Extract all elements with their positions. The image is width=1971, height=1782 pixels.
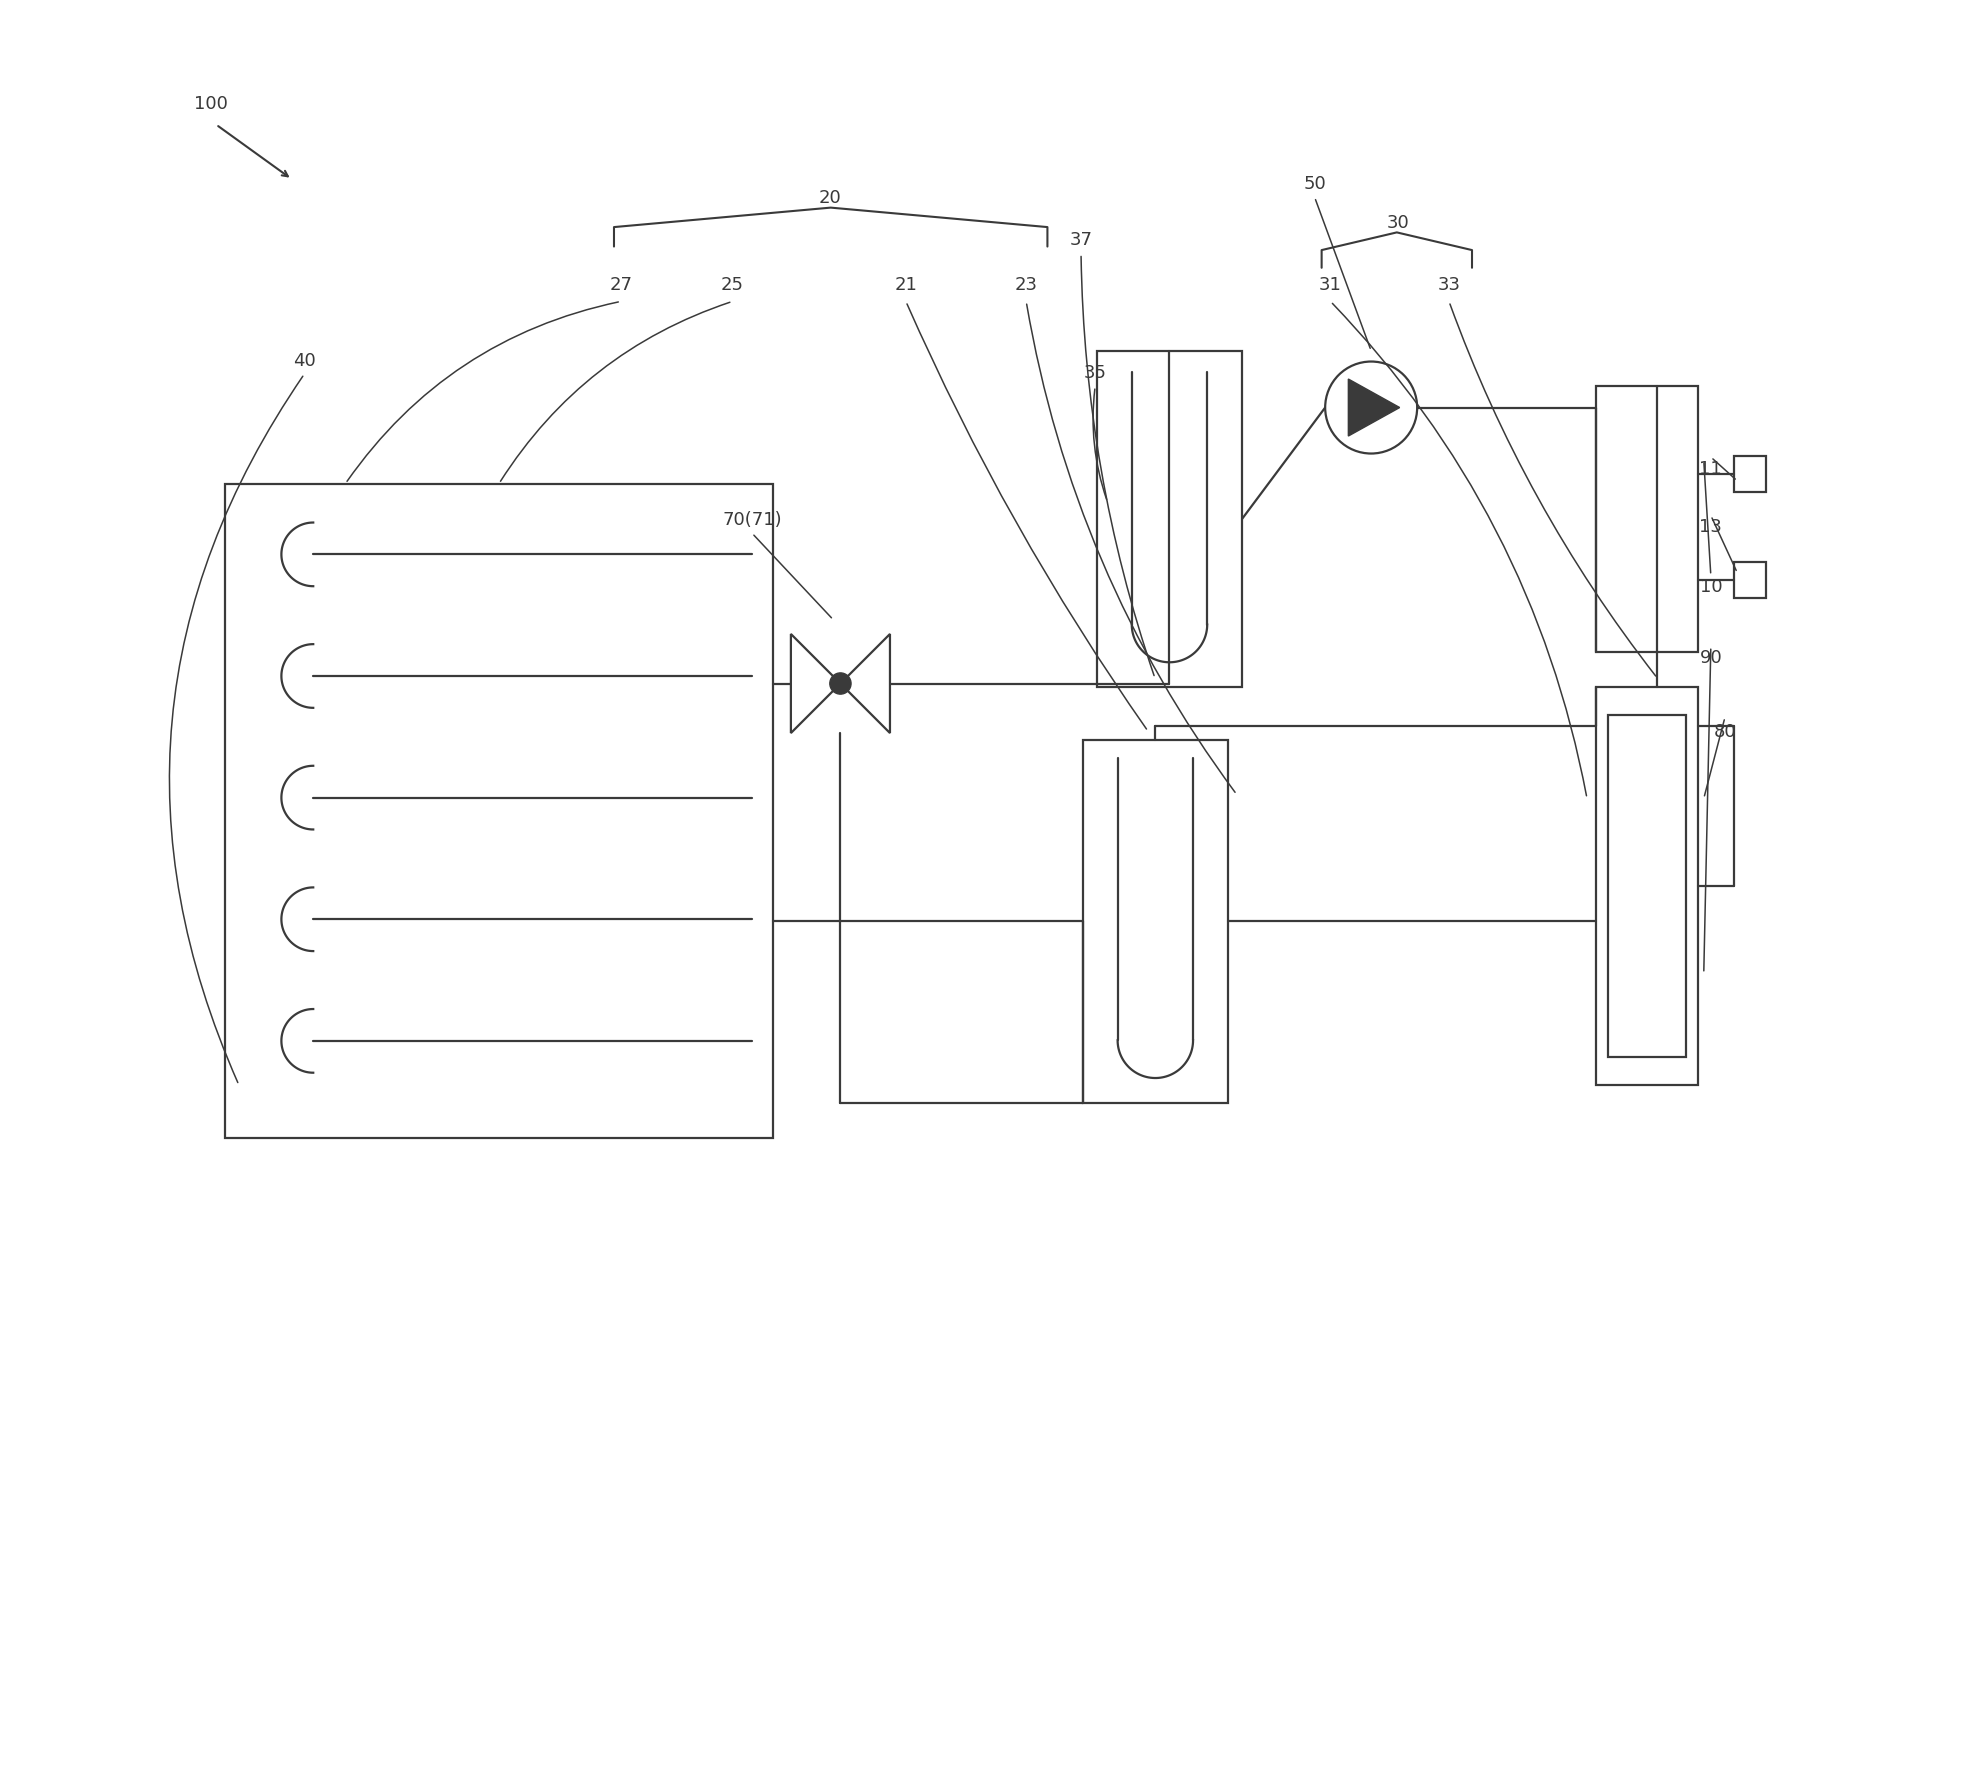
Bar bbox=[1597, 688, 1699, 1085]
Bar bbox=[1082, 741, 1228, 1103]
Text: 13: 13 bbox=[1699, 519, 1723, 536]
Polygon shape bbox=[790, 634, 840, 734]
Text: 33: 33 bbox=[1437, 276, 1461, 294]
Text: 37: 37 bbox=[1070, 232, 1092, 249]
Text: 50: 50 bbox=[1303, 175, 1326, 192]
Circle shape bbox=[830, 674, 851, 695]
Text: 10: 10 bbox=[1699, 577, 1723, 595]
Text: 70(71): 70(71) bbox=[721, 511, 782, 529]
Text: 31: 31 bbox=[1319, 276, 1342, 294]
Text: 25: 25 bbox=[721, 276, 743, 294]
Polygon shape bbox=[840, 634, 891, 734]
Text: 35: 35 bbox=[1084, 364, 1106, 381]
Text: 90: 90 bbox=[1699, 649, 1723, 666]
Circle shape bbox=[1325, 362, 1417, 454]
Text: 21: 21 bbox=[895, 276, 917, 294]
Text: 100: 100 bbox=[193, 94, 227, 114]
Bar bbox=[1597, 387, 1699, 652]
Polygon shape bbox=[1348, 380, 1399, 437]
Text: 23: 23 bbox=[1015, 276, 1037, 294]
Bar bbox=[1734, 456, 1766, 492]
Text: 80: 80 bbox=[1713, 723, 1736, 741]
Bar bbox=[1734, 563, 1766, 599]
Bar bbox=[225, 485, 773, 1139]
Text: 27: 27 bbox=[609, 276, 633, 294]
Text: 11: 11 bbox=[1699, 460, 1723, 478]
Bar bbox=[1608, 716, 1685, 1057]
Text: 40: 40 bbox=[294, 351, 315, 369]
Text: 20: 20 bbox=[818, 189, 842, 207]
Text: 30: 30 bbox=[1386, 214, 1409, 232]
Bar bbox=[1098, 351, 1242, 688]
